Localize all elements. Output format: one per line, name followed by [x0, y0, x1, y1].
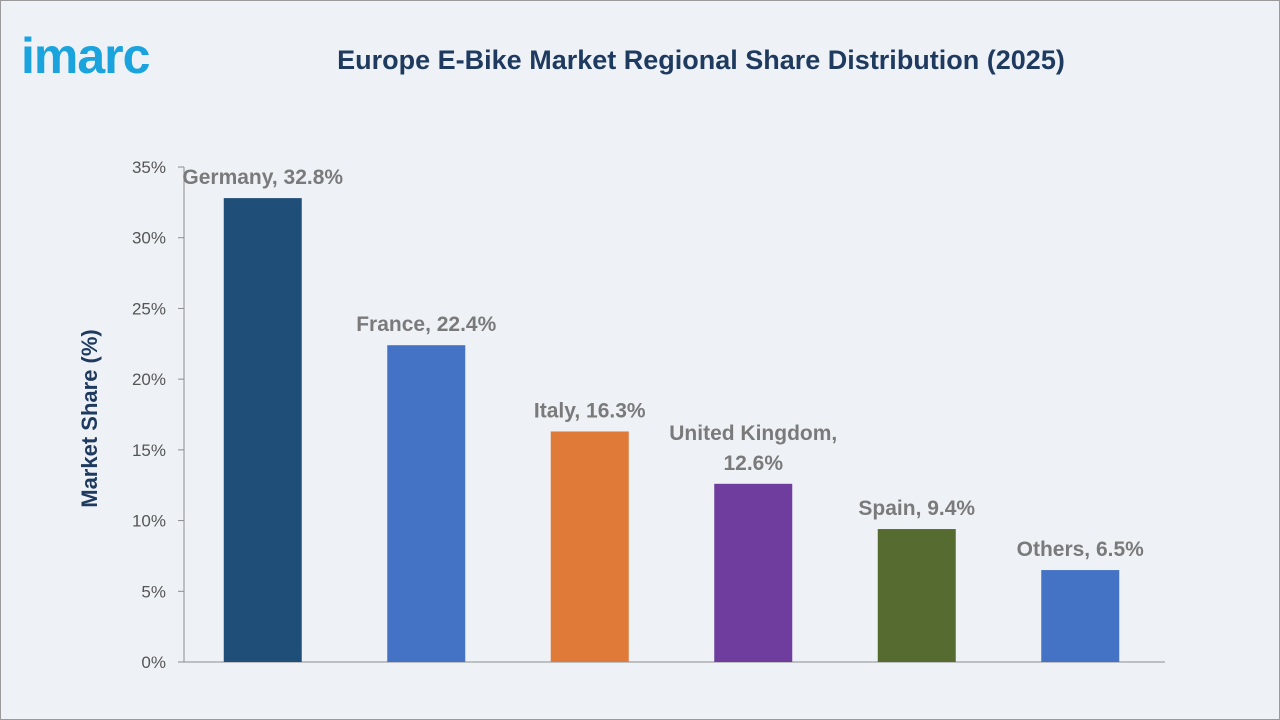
- data-label: United Kingdom,: [669, 422, 837, 445]
- bar-united-kingdom: [714, 483, 793, 662]
- y-tick-label: 0%: [141, 653, 166, 672]
- bar-others: [1041, 570, 1120, 662]
- imarc-logo: imarc: [21, 28, 150, 84]
- data-label: Germany, 32.8%: [182, 166, 343, 189]
- chart-title: Europe E-Bike Market Regional Share Dist…: [337, 45, 1065, 75]
- y-tick-label: 20%: [132, 370, 166, 389]
- bar-france: [387, 345, 466, 662]
- y-tick-label: 5%: [141, 582, 166, 601]
- data-label: France, 22.4%: [356, 313, 496, 336]
- data-label: Spain, 9.4%: [858, 497, 975, 520]
- data-label: 12.6%: [723, 452, 783, 475]
- y-tick-label: 35%: [132, 158, 166, 177]
- data-label: Italy, 16.3%: [534, 399, 646, 422]
- y-tick-label: 10%: [132, 512, 166, 531]
- bar-italy: [550, 431, 629, 662]
- bar-germany: [223, 198, 302, 662]
- bar-spain: [877, 529, 956, 662]
- y-tick-label: 30%: [132, 229, 166, 248]
- y-tick-label: 15%: [132, 441, 166, 460]
- y-axis-title: Market Share (%): [77, 329, 102, 508]
- data-label: Others, 6.5%: [1017, 538, 1145, 561]
- y-tick-label: 25%: [132, 299, 166, 318]
